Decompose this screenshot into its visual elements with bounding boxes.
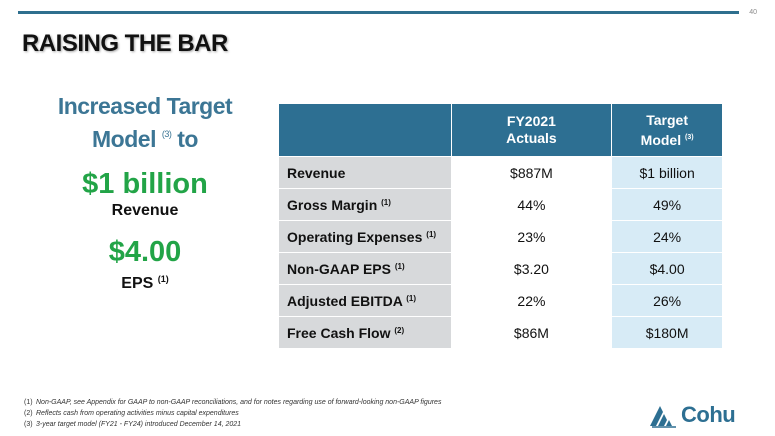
row-label-text: Revenue: [287, 164, 346, 181]
headline: Increased Target Model (3) to: [40, 92, 250, 153]
footnote: (3) 3-year target model (FY21 - FY24) int…: [24, 419, 584, 430]
eps-footnote-ref: (1): [157, 274, 169, 284]
row-footnote-ref: (1): [426, 229, 437, 239]
table-header-row: FY2021 Actuals Target Model (3): [278, 103, 723, 157]
headline-to: to: [177, 126, 198, 152]
row-actual: $887M: [450, 156, 613, 189]
eps-target-value: $4.00: [108, 236, 182, 268]
headline-footnote-ref: (3): [161, 129, 172, 139]
row-label: Gross Margin (1): [278, 188, 452, 221]
footnotes: (1) Non-GAAP, see Appendix for GAAP to no…: [24, 397, 584, 430]
headline-model: Model: [92, 126, 156, 152]
header-target-line2: Model: [640, 131, 682, 148]
row-target: 26%: [611, 284, 723, 317]
footnote-number: (3): [24, 421, 33, 428]
footnote-number: (1): [24, 399, 33, 406]
row-actual: $3.20: [450, 252, 613, 285]
header-target-line1: Target: [646, 111, 688, 128]
row-target: 24%: [611, 220, 723, 253]
row-label: Operating Expenses (1): [278, 220, 452, 253]
footnote-text: Reflects cash from operating activities …: [36, 410, 239, 417]
row-footnote-ref: (1): [394, 261, 405, 271]
eps-target-label: EPS (1): [40, 269, 250, 294]
revenue-target-label: Revenue: [111, 202, 179, 219]
eps-label-text: EPS: [121, 275, 154, 292]
row-label-text: Operating Expenses: [287, 228, 423, 245]
row-label: Adjusted EBITDA (1): [278, 284, 452, 317]
footnote-text: 3-year target model (FY21 - FY24) introd…: [36, 421, 242, 428]
cohu-logo: Cohu: [648, 401, 736, 429]
row-target: $180M: [611, 316, 723, 349]
table-row: Operating Expenses (1) 23% 24%: [278, 220, 723, 253]
row-actual: 44%: [450, 188, 613, 221]
row-label: Non-GAAP EPS (1): [278, 252, 452, 285]
page-number: 40: [749, 9, 757, 16]
row-label: Free Cash Flow (2): [278, 316, 452, 349]
row-label-text: Adjusted EBITDA: [287, 292, 403, 309]
table-row: Gross Margin (1) 44% 49%: [278, 188, 723, 221]
row-actual: 23%: [450, 220, 613, 253]
footnote-number: (2): [24, 410, 33, 417]
table-row: Revenue $887M $1 billion: [278, 156, 723, 189]
slide-title: RAISING THE BAR: [22, 30, 228, 57]
row-target: $4.00: [611, 252, 723, 285]
header-actuals-line1: FY2021: [506, 113, 556, 129]
row-label: Revenue: [278, 156, 452, 189]
headline-line2: Model (3) to: [40, 120, 250, 153]
metrics-table: FY2021 Actuals Target Model (3) Revenue …: [278, 103, 723, 349]
row-label-text: Non-GAAP EPS: [287, 260, 391, 277]
header-actuals-line2: Actuals: [506, 130, 557, 146]
table-row: Adjusted EBITDA (1) 22% 26%: [278, 284, 723, 317]
row-label-text: Free Cash Flow: [287, 324, 391, 341]
header-fy2021-actuals: FY2021 Actuals: [450, 103, 613, 157]
row-actual: 22%: [450, 284, 613, 317]
row-actual: $86M: [450, 316, 613, 349]
row-label-text: Gross Margin: [287, 196, 378, 213]
top-rule: [18, 11, 739, 14]
footnote-text: Non-GAAP, see Appendix for GAAP to non-G…: [36, 399, 442, 406]
row-target: $1 billion: [611, 156, 723, 189]
table-row: Non-GAAP EPS (1) $3.20 $4.00: [278, 252, 723, 285]
target-summary: Increased Target Model (3) to $1 billion…: [40, 92, 250, 294]
header-target-footnote-ref: (3): [685, 133, 694, 141]
row-footnote-ref: (2): [394, 325, 405, 335]
headline-line1: Increased Target: [57, 93, 233, 119]
cohu-logo-icon: [650, 406, 676, 428]
logo-text: Cohu: [681, 402, 736, 427]
footnote: (2) Reflects cash from operating activiti…: [24, 408, 584, 419]
header-target-model: Target Model (3): [611, 103, 723, 157]
footnote: (1) Non-GAAP, see Appendix for GAAP to no…: [24, 397, 584, 408]
table-row: Free Cash Flow (2) $86M $180M: [278, 316, 723, 349]
row-footnote-ref: (1): [406, 293, 417, 303]
revenue-target-value: $1 billion: [82, 168, 208, 200]
row-footnote-ref: (1): [381, 197, 391, 207]
header-metric: [278, 103, 452, 157]
row-target: 49%: [611, 188, 723, 221]
